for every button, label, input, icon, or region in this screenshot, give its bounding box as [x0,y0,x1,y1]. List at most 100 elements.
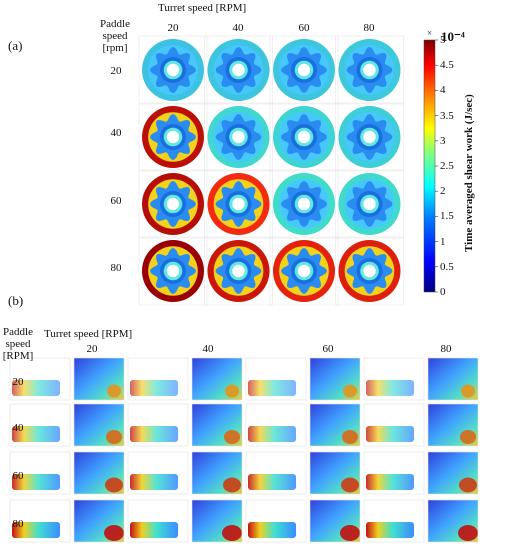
panel-a-row-label: 40 [110,127,122,139]
panel-b-col-label: 20 [86,343,98,355]
cell-frame [204,35,273,105]
shear-map-disc [335,35,404,105]
panel-b-label: (b) [8,293,24,308]
side-frame-right-border [191,403,243,447]
panel-b-row-label: 40 [12,422,24,434]
side-map-pair [9,357,125,401]
side-map-pair [9,451,125,495]
hotspot [225,384,239,398]
hotspot [342,430,358,444]
hotspot [343,384,357,398]
disc-hub [297,197,311,211]
cell-frame [269,169,339,239]
side-map-pair [127,403,243,447]
bed-profile [12,522,60,538]
side-frame-right-border [427,357,479,401]
side-map-pair [9,403,125,447]
side-map-pair [127,357,243,401]
cell-frame [335,35,404,105]
shear-map-disc [335,169,404,239]
disc-hub [232,130,245,144]
panel-a-row-label: 60 [110,195,122,207]
side-frame-right-border [427,499,479,543]
shear-map-disc [138,236,208,306]
panel-a-paddle-title: Paddle speed [rpm] [92,18,138,54]
disc-hub [166,264,180,278]
panel-a-col-label: 60 [298,22,310,34]
paddle-title-line-1: Paddle [3,326,33,338]
panel-b-col-label: 60 [322,343,334,355]
panel-b-col-label: 80 [440,343,452,355]
shear-map-disc [204,102,273,172]
cell-frame [335,169,404,239]
colorbar-tick-label: 3.5 [440,109,454,122]
colorbar-fill [423,39,436,293]
cell-frame [335,102,404,172]
side-map-pair [127,499,243,543]
shear-map-disc [204,236,273,306]
paddle-title-line-3: [rpm] [102,42,128,54]
disc-hub [363,130,376,144]
bed-profile [130,522,178,538]
paddle-title-line-2: speed [5,338,31,350]
shear-map-disc [204,169,273,239]
shear-map-disc [138,169,208,239]
shear-map-disc [138,35,208,105]
panel-b-row-label: 20 [12,376,24,388]
bed-profile [366,522,414,538]
cell-frame [269,102,339,172]
panel-b-row-label: 60 [12,470,24,482]
side-frame-right-border [73,451,125,495]
colorbar-label: Time averaged shear work (J/sec) [463,94,475,252]
side-frame-right-border [191,499,243,543]
cell-frame [138,102,208,172]
side-map-pair [9,499,125,543]
panel-a-label: (a) [8,38,23,53]
side-map-pair [363,451,479,495]
disc-hub [166,197,180,211]
shear-map-disc [138,102,208,172]
cell-frame [269,236,339,306]
cell-frame [269,35,339,105]
side-frame-right-border [191,451,243,495]
side-map-pair [363,499,479,543]
cell-frame [204,169,273,239]
colorbar-tick-label: 4 [440,84,446,97]
bed-profile [130,474,178,490]
side-frame-right-border [309,451,361,495]
bed-profile [366,426,414,442]
side-frame-right-border [427,403,479,447]
paddle-title-line-3: [RPM] [2,350,34,362]
bed-profile [248,474,296,490]
side-map-pair [245,451,361,495]
shear-map-disc [335,102,404,172]
disc-hub [232,63,245,77]
panel-b-col-label: 40 [202,343,214,355]
disc-hub [232,264,245,278]
colorbar-exponent-prefix: × [427,28,433,38]
bed-profile [130,380,178,396]
cell-frame [138,236,208,306]
hotspot [458,525,478,541]
colorbar-tick-label: 2 [440,185,446,198]
cell-frame [138,35,208,105]
hotspot [461,384,475,398]
disc-hub [297,264,311,278]
hotspot [222,525,242,541]
bed-profile [130,426,178,442]
side-frame-right-border [309,403,361,447]
hotspot [340,525,360,541]
bed-profile [248,426,296,442]
colorbar-tick-label: 0.5 [440,260,454,273]
cell-frame [138,169,208,239]
hotspot [341,477,359,493]
disc-hub [297,130,311,144]
side-frame-right-border [73,403,125,447]
bed-profile [12,474,60,490]
panel-a-turret-title: Turret speed [RPM] [158,2,247,14]
disc-hub [363,63,376,77]
colorbar-tick-label: 0 [440,286,446,298]
panel-a-grid [138,35,404,306]
panel-a-col-label: 80 [363,22,375,34]
